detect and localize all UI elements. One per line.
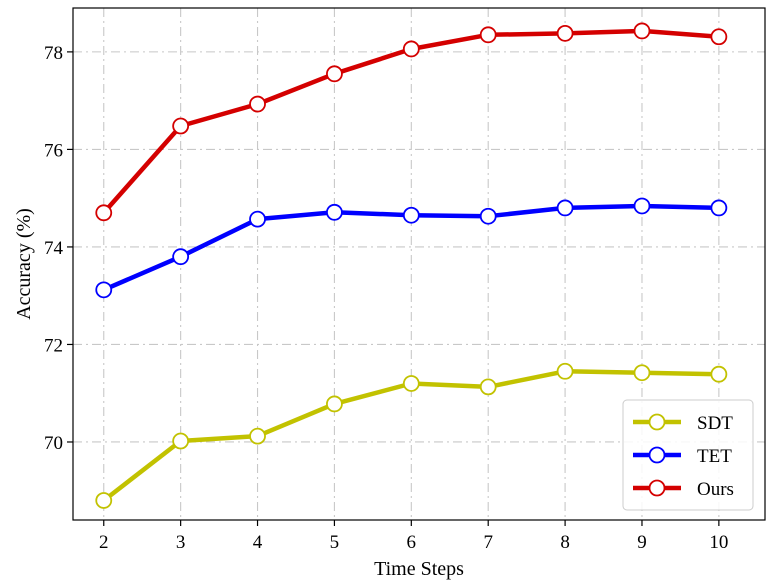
- legend-label: Ours: [697, 479, 734, 500]
- data-point: [172, 432, 190, 450]
- x-tick-label: 4: [253, 532, 263, 553]
- series-group: [95, 22, 728, 509]
- data-point: [326, 65, 343, 83]
- data-point: [95, 492, 113, 509]
- data-point: [556, 199, 574, 217]
- legend-swatch-marker: [648, 446, 666, 464]
- legend-item-ours: Ours: [633, 479, 734, 500]
- series-tet: [95, 197, 728, 299]
- y-tick-label: 70: [44, 433, 63, 454]
- data-point: [326, 395, 343, 413]
- legend-label: TET: [697, 446, 732, 467]
- data-point: [172, 248, 190, 266]
- legend-item-tet: TET: [633, 446, 732, 467]
- x-tick-label: 7: [483, 532, 493, 553]
- data-point: [249, 95, 266, 113]
- data-point: [479, 26, 497, 44]
- data-point: [326, 203, 343, 221]
- data-point: [479, 378, 497, 396]
- y-axis: 70 72 74 76 78: [44, 43, 73, 454]
- legend-swatch-marker: [648, 479, 666, 497]
- x-axis: 2 3 4 5 6 7 8 9 10: [99, 520, 728, 553]
- x-tick-label: 5: [330, 532, 340, 553]
- y-tick-label: 74: [44, 238, 64, 259]
- y-axis-title: Accuracy (%): [13, 208, 35, 320]
- legend-item-sdt: SDT: [633, 413, 733, 434]
- y-tick-label: 72: [44, 335, 63, 356]
- data-point: [556, 24, 574, 42]
- data-point: [710, 365, 728, 383]
- legend-label: SDT: [697, 413, 733, 434]
- series-sdt: [95, 362, 728, 509]
- x-tick-label: 9: [637, 532, 647, 553]
- legend-swatch-marker: [648, 413, 666, 431]
- data-point: [710, 199, 728, 217]
- y-tick-label: 76: [44, 140, 63, 161]
- data-point: [633, 197, 651, 215]
- plot-frame: [72, 7, 766, 521]
- data-point: [633, 364, 651, 382]
- data-point: [95, 281, 113, 299]
- y-tick-label: 78: [44, 43, 63, 64]
- data-point: [402, 40, 420, 58]
- data-point: [95, 204, 113, 222]
- data-point: [249, 427, 266, 445]
- series-ours: [95, 22, 728, 222]
- data-point: [710, 28, 728, 46]
- data-point: [479, 207, 497, 225]
- data-point: [402, 375, 420, 392]
- x-tick-label: 6: [407, 532, 417, 553]
- data-point: [249, 210, 266, 228]
- data-point: [633, 22, 651, 40]
- x-tick-label: 10: [709, 532, 728, 553]
- x-axis-title: Time Steps: [374, 558, 464, 580]
- x-tick-label: 8: [560, 532, 570, 553]
- x-tick-label: 3: [176, 532, 186, 553]
- data-point: [402, 206, 420, 224]
- data-point: [172, 117, 190, 135]
- legend: SDT TET Ours: [622, 399, 754, 511]
- data-point: [556, 362, 574, 380]
- x-tick-label: 2: [99, 532, 109, 553]
